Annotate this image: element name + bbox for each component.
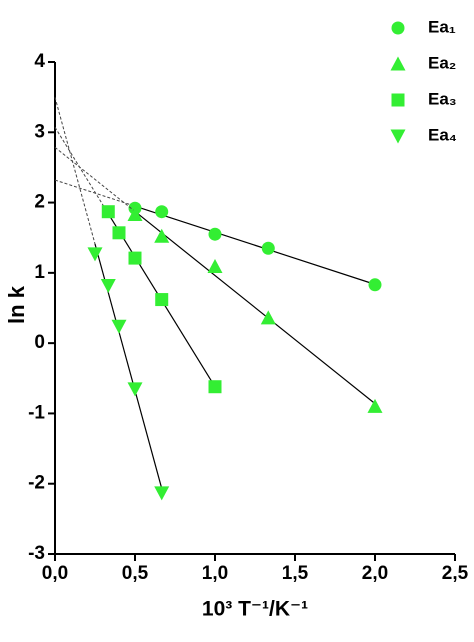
x-tick-label: 0,5 xyxy=(122,563,149,584)
marker xyxy=(101,205,115,219)
marker xyxy=(208,380,222,394)
legend-label: Ea₂ xyxy=(428,53,456,72)
y-axis-label: ln k xyxy=(4,285,29,324)
marker xyxy=(207,259,223,274)
x-tick-label: 1,5 xyxy=(282,563,309,584)
marker xyxy=(127,382,143,397)
y-tick-label: -2 xyxy=(28,473,45,494)
marker xyxy=(111,319,127,334)
legend-label: Ea₃ xyxy=(428,89,457,108)
marker xyxy=(127,207,143,222)
x-axis-label: 10³ T⁻¹/K⁻¹ xyxy=(202,598,308,621)
legend-marker xyxy=(390,129,406,144)
legend-marker xyxy=(391,93,405,107)
legend-label: Ea₁ xyxy=(428,17,456,36)
y-tick-label: 3 xyxy=(34,121,45,142)
marker xyxy=(260,310,276,325)
marker xyxy=(100,279,116,294)
y-tick-label: 4 xyxy=(34,51,45,72)
marker xyxy=(112,226,126,240)
x-tick-label: 2,5 xyxy=(442,563,469,584)
marker xyxy=(368,278,382,292)
y-tick-label: 2 xyxy=(34,192,45,213)
marker xyxy=(155,293,169,307)
marker xyxy=(261,241,275,255)
marker xyxy=(208,227,222,241)
marker xyxy=(155,205,169,219)
fit-line xyxy=(134,205,376,285)
x-tick-label: 0,0 xyxy=(42,563,68,584)
y-tick-label: 0 xyxy=(34,332,45,353)
legend-marker xyxy=(390,56,406,71)
y-tick-label: -1 xyxy=(28,402,45,423)
fit-extrapolation xyxy=(54,127,109,214)
x-tick-label: 2,0 xyxy=(362,563,388,584)
legend-marker xyxy=(391,21,405,35)
fit-line xyxy=(134,210,376,405)
fit-extrapolation xyxy=(54,179,136,207)
x-tick-label: 1,0 xyxy=(202,563,228,584)
marker xyxy=(154,228,170,243)
marker xyxy=(367,398,383,413)
marker xyxy=(87,247,103,262)
marker xyxy=(128,251,142,265)
y-tick-label: 1 xyxy=(34,262,45,283)
marker xyxy=(154,486,170,501)
y-tick-label: -3 xyxy=(28,543,45,564)
fit-extrapolation xyxy=(54,97,96,245)
legend-label: Ea₄ xyxy=(428,125,457,144)
fit-extrapolation xyxy=(54,147,136,212)
